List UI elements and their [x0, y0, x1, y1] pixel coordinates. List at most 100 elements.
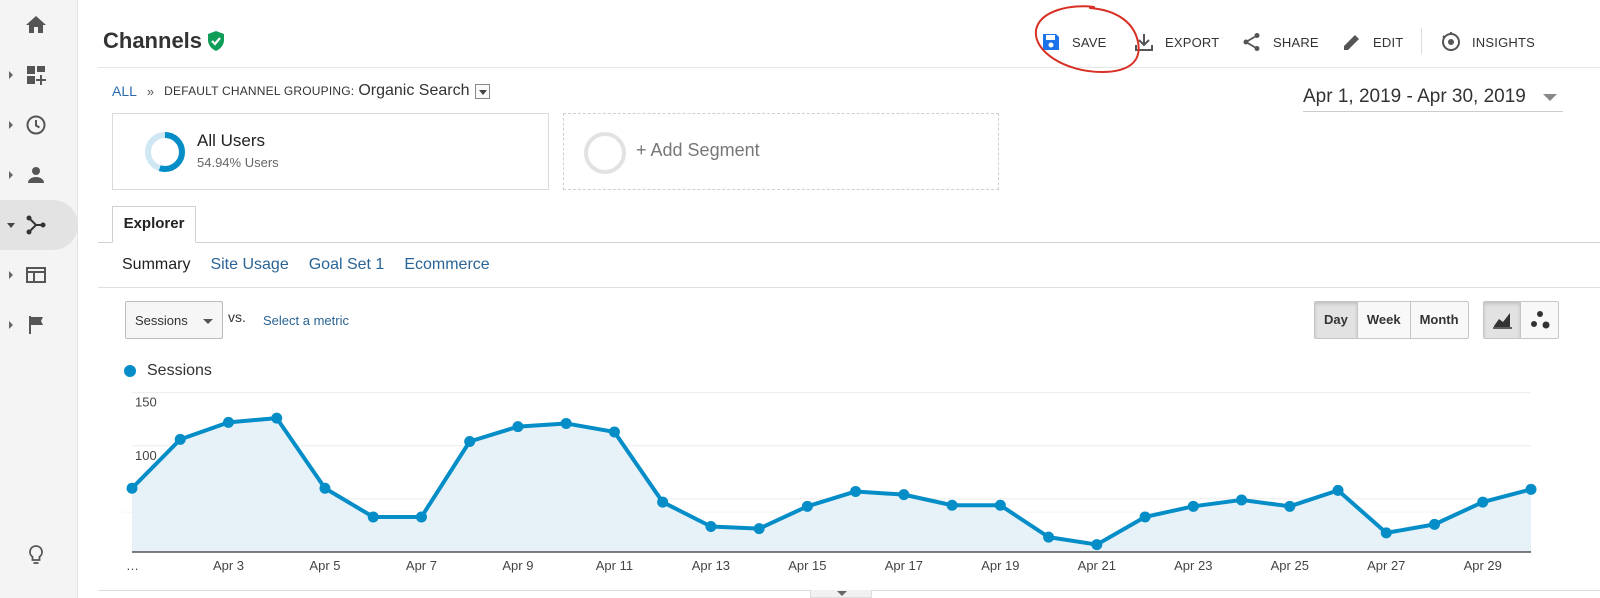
add-segment-button[interactable]: + Add Segment — [563, 113, 999, 190]
insights-button[interactable]: INSIGHTS — [1440, 30, 1535, 54]
add-segment-label: + Add Segment — [636, 140, 760, 160]
explorer-subtabs: Summary Site Usage Goal Set 1 Ecommerce — [122, 256, 510, 274]
subtab-summary[interactable]: Summary — [122, 256, 191, 273]
y-tick-label: 100 — [135, 448, 157, 463]
segment-name: All Users — [197, 131, 266, 150]
breadcrumb-separator: » — [146, 83, 155, 99]
y-tick-label: 150 — [135, 395, 157, 410]
verified-shield-icon — [208, 31, 224, 51]
share-button[interactable]: SHARE — [1241, 30, 1319, 54]
data-point — [512, 421, 524, 433]
data-point — [1236, 494, 1248, 506]
data-point — [1332, 484, 1344, 496]
nav-acquisition[interactable] — [0, 200, 78, 250]
chevron-down-icon — [1543, 94, 1557, 101]
x-tick-label: Apr 27 — [1367, 558, 1405, 573]
nav-home[interactable] — [0, 0, 78, 50]
clock-icon — [26, 115, 46, 135]
export-label: EXPORT — [1165, 34, 1220, 50]
subtab-site-usage[interactable]: Site Usage — [210, 256, 289, 273]
left-navigation-rail — [0, 0, 78, 598]
caret-right-icon — [9, 321, 13, 329]
subtab-goal-set-1[interactable]: Goal Set 1 — [308, 256, 385, 273]
chart-legend: Sessions — [124, 362, 212, 380]
segment-percentage: 54.94% Users — [197, 155, 279, 170]
nav-customization[interactable] — [0, 50, 78, 100]
data-point — [367, 511, 379, 523]
data-point — [608, 426, 620, 438]
share-icon — [1243, 33, 1260, 51]
data-point — [1429, 518, 1441, 530]
data-point — [850, 485, 862, 497]
share-label: SHARE — [1273, 34, 1319, 50]
line-chart-button[interactable] — [1484, 302, 1521, 338]
nav-audience[interactable] — [0, 150, 78, 200]
breadcrumb-all-link[interactable]: ALL — [112, 83, 137, 99]
flag-icon — [29, 316, 43, 334]
divider — [1421, 28, 1422, 54]
data-point — [994, 499, 1006, 511]
download-icon — [1135, 34, 1153, 51]
x-tick-label: Apr 17 — [885, 558, 923, 573]
segment-all-users[interactable]: All Users 54.94% Users — [112, 113, 549, 190]
nav-insights-bulb[interactable] — [0, 530, 78, 580]
insights-label: INSIGHTS — [1472, 34, 1535, 50]
caret-right-icon — [9, 71, 13, 79]
x-tick-label: Apr 19 — [981, 558, 1019, 573]
data-point — [1380, 527, 1392, 539]
granularity-day[interactable]: Day — [1315, 302, 1357, 338]
data-point — [271, 412, 283, 424]
motion-chart-button[interactable] — [1521, 302, 1558, 338]
tab-explorer[interactable]: Explorer — [112, 206, 196, 243]
pencil-icon — [1344, 35, 1359, 50]
data-point — [560, 417, 572, 429]
page-title: Channels — [103, 28, 203, 53]
x-tick-label: Apr 25 — [1271, 558, 1309, 573]
x-tick-label: Apr 23 — [1174, 558, 1212, 573]
data-point — [1043, 531, 1055, 543]
grouping-value: Organic Search — [358, 82, 470, 99]
granularity-week[interactable]: Week — [1356, 302, 1410, 338]
data-point — [319, 482, 331, 494]
x-tick-label: Apr 29 — [1464, 558, 1502, 573]
export-button[interactable]: EXPORT — [1133, 30, 1219, 54]
data-point — [1477, 496, 1489, 508]
select-metric-link[interactable]: Select a metric — [263, 313, 349, 328]
granularity-toggle: Day Week Month — [1314, 301, 1469, 339]
insights-icon — [1442, 32, 1460, 51]
grouping-dropdown[interactable] — [475, 83, 491, 99]
data-point — [898, 489, 910, 501]
granularity-month[interactable]: Month — [1409, 302, 1468, 338]
save-button[interactable]: SAVE — [1040, 30, 1107, 54]
line-chart-icon — [1493, 313, 1512, 329]
edit-button[interactable]: EDIT — [1341, 30, 1403, 54]
edit-label: EDIT — [1373, 34, 1404, 50]
date-range-picker[interactable]: Apr 1, 2019 - Apr 30, 2019 — [1303, 84, 1563, 112]
subtab-ecommerce[interactable]: Ecommerce — [404, 256, 490, 273]
data-point — [1139, 511, 1151, 523]
chart-type-toggle — [1483, 301, 1559, 339]
home-icon — [26, 16, 46, 33]
expand-handle[interactable] — [810, 590, 872, 598]
date-range-text: Apr 1, 2019 - Apr 30, 2019 — [1303, 86, 1526, 107]
bubble-chart-icon — [1530, 311, 1549, 329]
x-tick-label: … — [126, 558, 139, 573]
x-tick-label: Apr 21 — [1078, 558, 1116, 573]
vs-label: vs. — [228, 309, 246, 325]
data-point — [126, 482, 138, 494]
nav-conversions[interactable] — [0, 300, 78, 350]
nav-behavior[interactable] — [0, 250, 78, 300]
legend-series-name: Sessions — [147, 362, 212, 379]
data-point — [705, 521, 717, 533]
x-tick-label: Apr 5 — [309, 558, 340, 573]
nav-realtime[interactable] — [0, 100, 78, 150]
metric-select[interactable]: Sessions — [125, 301, 223, 339]
data-point — [946, 499, 958, 511]
subtab-divider — [98, 287, 1600, 288]
data-point — [1525, 483, 1537, 495]
data-point — [222, 416, 234, 428]
tab-divider — [98, 242, 1600, 243]
data-point — [1091, 539, 1103, 551]
series-area — [132, 418, 1531, 552]
